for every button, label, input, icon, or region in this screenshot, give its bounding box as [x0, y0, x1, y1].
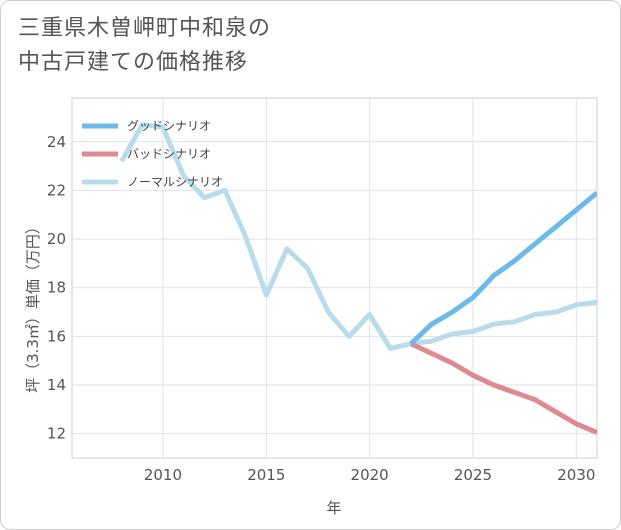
series-line-1	[409, 341, 597, 435]
x-tick-label-2025: 2025	[454, 466, 492, 484]
chart-title-line-1: 三重県木曽岬町中和泉の	[18, 16, 272, 41]
chart-title: 三重県木曽岬町中和泉の 中古戸建ての価格推移	[18, 12, 271, 80]
y-tick-label-16: 16	[47, 327, 66, 345]
x-axis-ticks: 2010 2015 2020 2025 2030	[144, 466, 596, 484]
legend-label-0: グッドシナリオ	[127, 119, 211, 133]
x-tick-label-2030: 2030	[557, 466, 595, 484]
y-tick-label-12: 12	[47, 425, 66, 443]
y-axis-ticks: 12 14 16 18 20 22 24	[47, 133, 66, 443]
legend-label-1: バッドシナリオ	[127, 147, 211, 161]
y-tick-label-20: 20	[47, 230, 66, 248]
x-tick-label-2015: 2015	[247, 466, 285, 484]
plot-area	[71, 97, 598, 459]
y-tick-label-18: 18	[47, 279, 66, 297]
series-line-0	[409, 190, 597, 346]
y-tick-label-24: 24	[47, 133, 66, 151]
grid-lines	[72, 98, 597, 458]
legend-label-2: ノーマルシナリオ	[127, 175, 223, 189]
x-tick-label-2010: 2010	[144, 466, 182, 484]
y-tick-label-22: 22	[47, 181, 66, 199]
y-tick-label-14: 14	[47, 376, 66, 394]
y-axis-label: 坪（3.3㎡）単価（万円）	[24, 219, 42, 393]
x-axis-label: 年	[326, 499, 341, 517]
series-line-2	[119, 122, 597, 351]
chart-title-line-2: 中古戸建ての価格推移	[18, 50, 249, 75]
series-lines	[119, 122, 597, 435]
x-tick-label-2020: 2020	[351, 466, 389, 484]
